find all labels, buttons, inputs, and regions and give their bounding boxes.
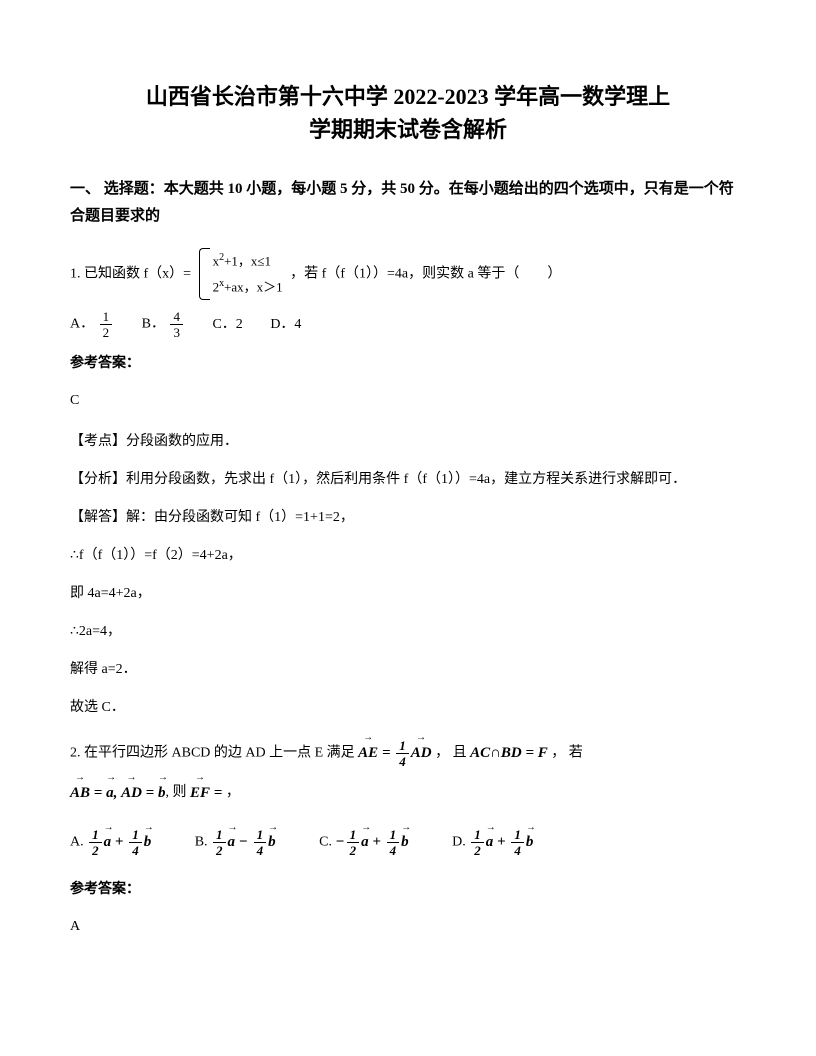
q2-optB: B. 12a − 14b [195, 828, 276, 857]
q2-optD: D. 12a + 14b [452, 828, 533, 857]
question-2: 2. 在平行四边形 ABCD 的边 AD 上一点 E 满足 AE = 14AD … [70, 738, 746, 768]
piece1: x2+1，x≤1 [213, 248, 283, 274]
q2-options: A. 12a + 14b B. 12a − 14b C. −12a + 14b … [70, 828, 746, 857]
q1-options: A． 1 2 B． 4 3 C．2 D．4 [70, 310, 746, 339]
fraction: 4 3 [170, 310, 183, 339]
exam-title: 山西省长治市第十六中学 2022-2023 学年高一数学理上 学期期末试卷含解析 [70, 80, 746, 146]
q2-mid2: ， 若 [551, 745, 583, 760]
answer-label: 参考答案： [70, 351, 746, 376]
q1-optD: D．4 [270, 312, 301, 337]
title-line2: 学期期末试卷含解析 [309, 117, 507, 142]
q1-answer: C [70, 388, 746, 413]
q1-exp4: ∴f（f（1））=f（2）=4+2a， [70, 542, 746, 570]
fraction: 1 2 [100, 310, 113, 339]
q1-exp1: 【考点】分段函数的应用． [70, 428, 746, 456]
q1-suffix: ，若 f（f（1））=4a，则实数 a 等于（ ） [290, 266, 561, 281]
piecewise-function: x2+1，x≤1 2x+ax，x＞1 [199, 248, 283, 300]
q2-line2: AB = a, AD = b [70, 778, 165, 808]
q2-mid1: ， 且 [435, 745, 467, 760]
q1-exp2: 【分析】利用分段函数，先求出 f（1），然后利用条件 f（f（1））=4a，建立… [70, 466, 746, 494]
q1-exp3: 【解答】解：由分段函数可知 f（1）=1+1=2， [70, 504, 746, 532]
q1-exp8: 故选 C． [70, 694, 746, 722]
q2-optC: C. −12a + 14b [319, 828, 409, 857]
section-header: 一、 选择题：本大题共 10 小题，每小题 5 分，共 50 分。在每小题给出的… [70, 176, 746, 230]
q1-exp6: ∴2a=4， [70, 618, 746, 646]
piece2: 2x+ax，x＞1 [213, 274, 283, 300]
q1-optB: B． 4 3 [142, 310, 185, 339]
answer-label: 参考答案： [70, 877, 746, 902]
q2-formula1: AE = 14AD [358, 738, 431, 768]
q1-optA: A． 1 2 [70, 310, 114, 339]
question-2-line2: AB = a, AD = b , 则 EF = ， [70, 778, 746, 808]
q2-prefix: 2. 在平行四边形 ABCD 的边 AD 上一点 E 满足 [70, 745, 355, 760]
q1-prefix: 1. 已知函数 f（x）= [70, 266, 191, 281]
title-line1: 山西省长治市第十六中学 2022-2023 学年高一数学理上 [146, 84, 670, 109]
q1-exp5: 即 4a=4+2a， [70, 580, 746, 608]
question-1: 1. 已知函数 f（x）= x2+1，x≤1 2x+ax，x＞1 ，若 f（f（… [70, 248, 746, 300]
q1-exp7: 解得 a=2． [70, 656, 746, 684]
q1-optC: C．2 [212, 312, 242, 337]
q2-answer: A [70, 914, 746, 939]
q2-formula2: AC∩BD = F [470, 738, 548, 768]
q2-optA: A. 12a + 14b [70, 828, 151, 857]
